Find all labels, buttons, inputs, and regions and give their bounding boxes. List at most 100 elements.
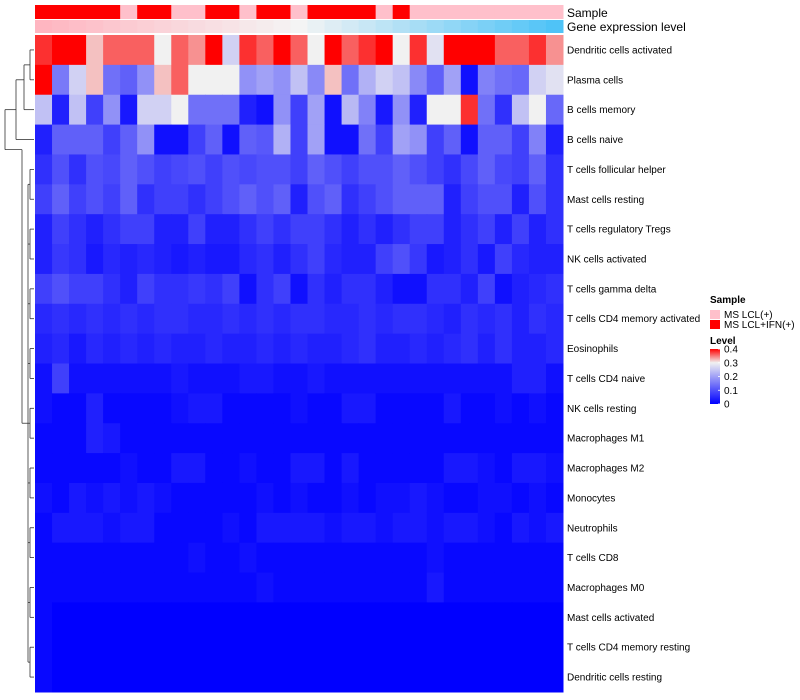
heatmap-cell xyxy=(358,94,377,126)
heatmap-cell xyxy=(222,542,240,574)
heatmap-cell xyxy=(256,542,274,574)
heatmap-cell xyxy=(511,632,530,663)
heatmap-cell xyxy=(375,423,394,454)
heatmap-cell xyxy=(545,662,564,693)
sample-annotation-cell xyxy=(307,5,326,19)
heatmap-cell xyxy=(409,363,428,394)
heatmap-cell xyxy=(137,482,155,514)
heatmap-cell xyxy=(120,333,138,364)
heatmap-cell xyxy=(426,124,445,155)
heatmap-cell xyxy=(460,35,479,66)
heatmap-cell xyxy=(239,482,257,514)
heatmap-cell xyxy=(426,244,445,275)
heatmap-cell xyxy=(307,363,326,394)
heatmap-cell xyxy=(188,393,206,424)
heatmap-cell xyxy=(171,632,189,663)
heatmap-cell xyxy=(35,333,53,364)
heatmap-cell xyxy=(426,363,445,394)
heatmap-cell xyxy=(120,602,138,633)
heatmap-cell xyxy=(358,124,377,155)
heatmap-cell xyxy=(290,333,309,364)
heatmap-cell xyxy=(477,244,496,275)
heatmap-cell xyxy=(69,64,87,96)
heatmap-cell xyxy=(494,482,513,514)
heatmap-cell xyxy=(307,124,326,155)
heatmap-cell xyxy=(511,214,530,245)
heatmap-cell xyxy=(375,184,394,215)
level-legend-tick-label: 0.3 xyxy=(724,358,738,369)
heatmap-cell xyxy=(494,453,513,484)
heatmap-cell xyxy=(528,662,547,693)
heatmap-cell xyxy=(222,453,240,484)
sample-annotation-cell xyxy=(494,5,513,19)
gene-expression-annotation-cell xyxy=(477,20,496,33)
heatmap-cell xyxy=(494,244,513,275)
heatmap-cell xyxy=(307,482,326,514)
heatmap-cell xyxy=(188,273,206,305)
heatmap-cell xyxy=(426,35,445,66)
heatmap-cell xyxy=(69,512,87,544)
heatmap-cell xyxy=(511,273,530,305)
gene-expression-annotation-cell xyxy=(358,20,377,33)
heatmap-cell xyxy=(239,94,257,126)
heatmap-cell xyxy=(392,512,411,544)
heatmap-cell xyxy=(375,303,394,335)
heatmap-cell xyxy=(341,512,360,544)
heatmap-cell xyxy=(103,94,121,126)
heatmap-cell xyxy=(137,244,155,275)
heatmap-cell xyxy=(392,94,411,126)
heatmap-cell xyxy=(120,572,138,603)
heatmap-cell xyxy=(443,393,462,424)
heatmap-cell xyxy=(120,662,138,693)
row-label: T cells regulatory Tregs xyxy=(567,225,671,236)
heatmap-cell xyxy=(69,572,87,603)
sample-annotation-cell xyxy=(477,5,496,19)
heatmap-cell xyxy=(256,303,274,335)
heatmap-cell xyxy=(545,244,564,275)
row-label: Macrophages M1 xyxy=(567,434,645,445)
heatmap-cell xyxy=(273,632,291,663)
heatmap-cell xyxy=(52,602,70,633)
heatmap-cell xyxy=(35,214,53,245)
heatmap-cell xyxy=(341,632,360,663)
heatmap-cell xyxy=(341,572,360,603)
row-label: Dendritic cells activated xyxy=(567,45,672,56)
heatmap-cell xyxy=(290,154,309,185)
heatmap-cell xyxy=(460,512,479,544)
heatmap-cell xyxy=(120,64,138,96)
heatmap-cell xyxy=(256,64,274,96)
heatmap-cell xyxy=(103,333,121,364)
heatmap-cell xyxy=(511,154,530,185)
heatmap-cell xyxy=(307,572,326,603)
heatmap-cell xyxy=(86,482,104,514)
heatmap-cell xyxy=(375,244,394,275)
heatmap-cell xyxy=(205,632,223,663)
gene-expression-annotation-cell xyxy=(273,20,291,33)
row-label: Plasma cells xyxy=(567,75,623,86)
heatmap-cell xyxy=(477,303,496,335)
heatmap-cell xyxy=(392,244,411,275)
heatmap-cell xyxy=(290,244,309,275)
gene-expression-annotation-cell xyxy=(120,20,138,33)
heatmap-cell xyxy=(290,482,309,514)
heatmap-cell xyxy=(171,244,189,275)
heatmap-cell xyxy=(409,64,428,96)
heatmap-cell xyxy=(69,482,87,514)
heatmap-cell xyxy=(307,273,326,305)
heatmap-cell xyxy=(86,393,104,424)
heatmap-cell xyxy=(137,35,155,66)
sample-annotation-cell xyxy=(528,5,547,19)
heatmap-cell xyxy=(273,453,291,484)
heatmap-cell xyxy=(103,632,121,663)
heatmap-cell xyxy=(324,303,343,335)
heatmap-cell xyxy=(392,124,411,155)
sample-annotation-cell xyxy=(426,5,445,19)
heatmap-cell xyxy=(511,662,530,693)
heatmap-cell xyxy=(375,363,394,394)
heatmap-cell xyxy=(120,273,138,305)
sample-annotation-cell xyxy=(35,5,53,19)
heatmap-cell xyxy=(171,423,189,454)
sample-annotation-cell xyxy=(86,5,104,19)
heatmap-cell xyxy=(460,393,479,424)
heatmap-cell xyxy=(307,512,326,544)
